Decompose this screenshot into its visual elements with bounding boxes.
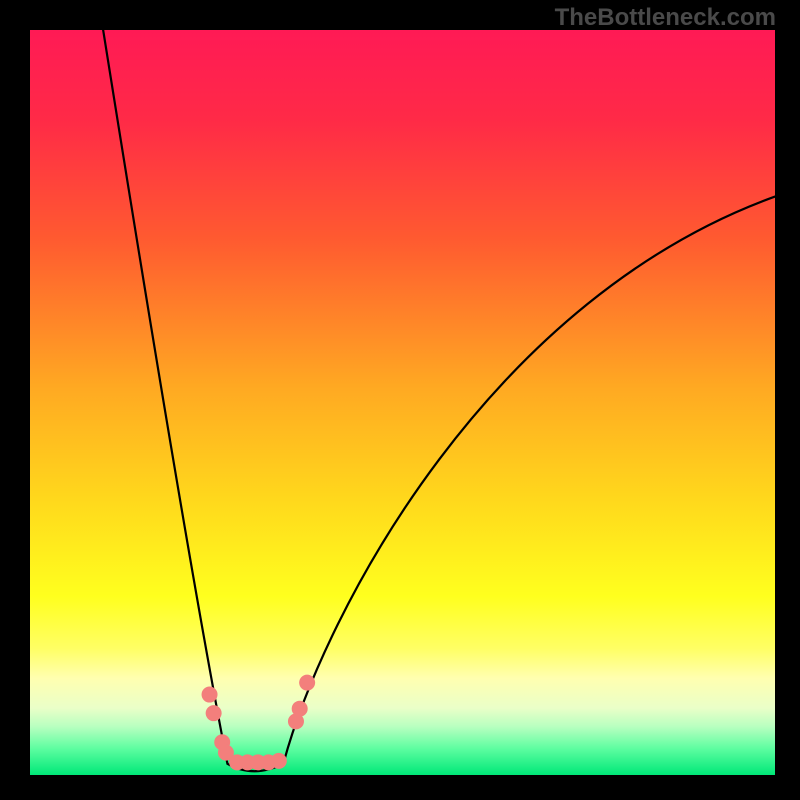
bottleneck-curve	[101, 30, 775, 771]
marker-point	[271, 753, 287, 769]
watermark-text: TheBottleneck.com	[555, 4, 776, 32]
marker-point	[206, 705, 222, 721]
marker-point	[299, 675, 315, 691]
marker-point	[292, 701, 308, 717]
plot-area	[30, 30, 775, 775]
curve-layer	[30, 30, 775, 775]
chart-container: TheBottleneck.com	[0, 0, 800, 800]
marker-point	[202, 687, 218, 703]
